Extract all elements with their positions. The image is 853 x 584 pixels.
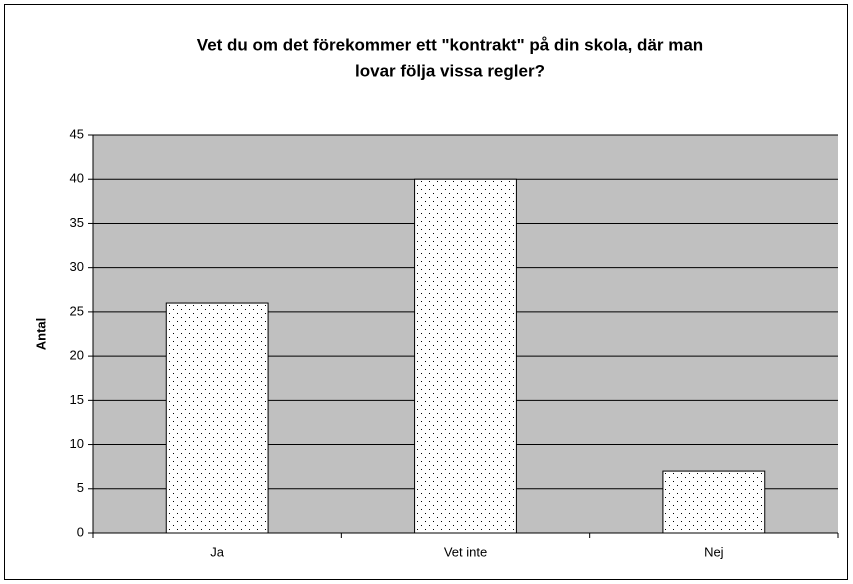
y-tick-label: 25: [70, 303, 84, 318]
x-tick-label: Nej: [704, 544, 724, 559]
chart-title: lovar följa vissa regler?: [355, 61, 545, 80]
chart-title: Vet du om det förekommer ett "kontrakt" …: [197, 35, 703, 54]
y-tick-label: 45: [70, 126, 84, 141]
x-tick-label: Vet inte: [444, 544, 487, 559]
bar: [414, 178, 517, 534]
y-tick-label: 20: [70, 348, 84, 363]
y-tick-label: 40: [70, 171, 84, 186]
y-tick-label: 35: [70, 215, 84, 230]
y-tick-label: 10: [70, 436, 84, 451]
y-tick-label: 5: [77, 480, 84, 495]
bar: [662, 470, 766, 534]
y-tick-label: 30: [70, 259, 84, 274]
y-axis-label: Antal: [33, 318, 48, 351]
bar: [165, 302, 269, 534]
y-tick-label: 0: [77, 524, 84, 539]
y-tick-label: 15: [70, 392, 84, 407]
x-tick-label: Ja: [210, 544, 225, 559]
